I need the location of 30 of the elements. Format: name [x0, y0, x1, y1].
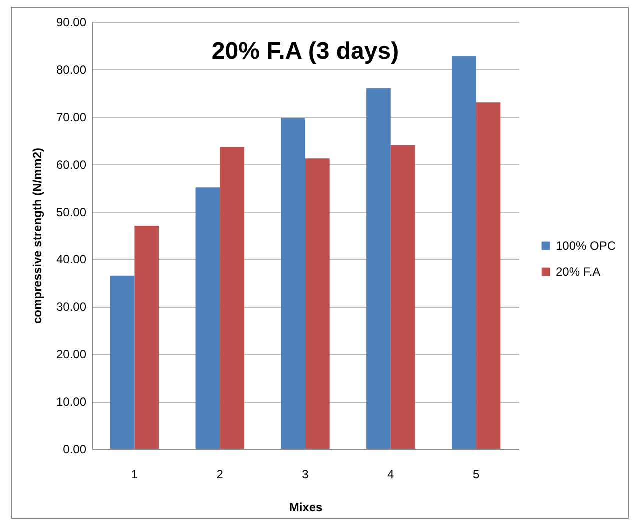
x-tick-label: 1: [131, 468, 138, 482]
bar: [390, 145, 416, 449]
y-tick-label: 70.00: [56, 110, 87, 124]
y-tick-label: 60.00: [56, 158, 87, 172]
bar: [196, 188, 220, 449]
y-tick-label: 20.00: [56, 348, 87, 362]
legend-label: 20% F.A: [556, 265, 601, 279]
y-tick-label: 30.00: [56, 300, 87, 314]
bar: [366, 88, 391, 449]
y-tick-label: 10.00: [56, 395, 87, 410]
text: 20% F.A (3 days): [212, 38, 400, 65]
x-tick-label: 4: [388, 468, 395, 482]
y-axis-title: compressive strength (N/mm2): [30, 148, 44, 324]
bar: [281, 118, 306, 449]
y-tick-label: 40.00: [56, 252, 87, 267]
bar: [452, 56, 476, 449]
bar: [306, 158, 330, 449]
x-tick-label: 3: [302, 468, 310, 482]
y-tick-label: 50.00: [56, 205, 87, 220]
bar: [110, 276, 135, 449]
bar: [220, 147, 244, 449]
y-tick-label: 90.00: [56, 16, 87, 30]
y-tick-label: 0.00: [63, 442, 87, 456]
x-tick-label: 2: [216, 468, 224, 482]
legend-label: 100% OPC: [556, 239, 616, 253]
bar: [476, 102, 501, 449]
bar: [134, 226, 160, 449]
y-tick-label: 80.00: [56, 62, 87, 77]
x-axis-title: Mixes: [289, 500, 323, 514]
x-tick-label: 5: [472, 468, 480, 482]
